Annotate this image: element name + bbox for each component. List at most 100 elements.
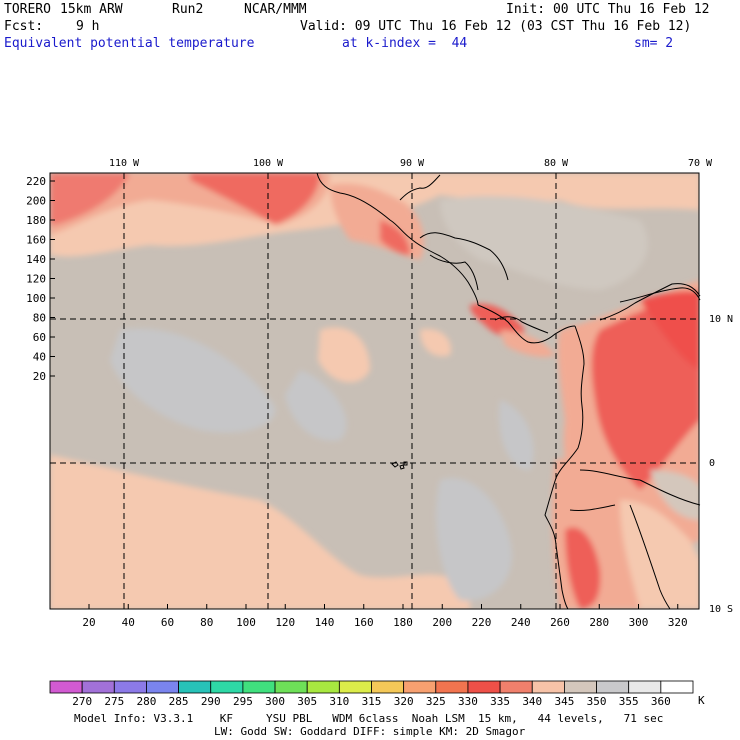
axis-ticks [50, 180, 679, 609]
model-name: TORERO [4, 2, 51, 17]
cool-patch-south [436, 478, 512, 601]
colorbar-swatch [178, 680, 212, 694]
lon-label: 90 W [400, 158, 425, 169]
yucatan-coast [399, 174, 441, 201]
colorbar-label: 280 [137, 695, 157, 708]
footer-model-info: Model Info: V3.3.1 KF YSU PBL WDM 6class… [74, 712, 664, 725]
lat-label: 10 S [709, 604, 733, 615]
honduras-border [429, 254, 479, 291]
lat-label: 0 [709, 458, 715, 469]
lat-labels: 10 N 0 10 S [709, 314, 733, 615]
colorbar-swatch [49, 680, 83, 694]
guatemala-hot [380, 220, 410, 255]
colorbar-swatch [628, 680, 662, 694]
lon-label: 80 W [544, 158, 569, 169]
colorbar-label: 350 [587, 695, 607, 708]
mexico-coast-hot [190, 173, 320, 225]
lat-label: 10 N [709, 314, 733, 325]
galapagos-2 [399, 464, 405, 470]
y-tick-label: 120 [26, 273, 46, 286]
nw-hot-spot [50, 173, 130, 225]
colorbar-label: 345 [554, 695, 574, 708]
colorbar-label: 305 [297, 695, 317, 708]
colorbar-swatch [210, 680, 244, 694]
colorbar-swatch [499, 680, 533, 694]
y-tick-label: 20 [33, 370, 46, 383]
y-tick-label: 60 [33, 331, 46, 344]
colorbar-swatch [403, 680, 437, 694]
field-shading [50, 173, 699, 609]
y-tick-label: 100 [26, 292, 46, 305]
colorbar-swatch [371, 680, 405, 694]
gulf-coast-east [419, 232, 509, 281]
x-tick-label: 240 [511, 616, 531, 629]
lon-label: 100 W [253, 158, 284, 169]
lon-label: 70 W [688, 158, 713, 169]
colorbar-label: 360 [651, 695, 671, 708]
colorbar-label: 340 [522, 695, 542, 708]
cool-patch-west [110, 328, 276, 433]
map-frame [49, 172, 700, 610]
warm-blob-gulf [420, 329, 451, 357]
colorbar-swatch [435, 680, 469, 694]
caribbean-cool [440, 196, 648, 290]
x-tick-label: 100 [236, 616, 256, 629]
costa-rica-hot [470, 303, 525, 338]
colorbar-label: 295 [233, 695, 253, 708]
x-tick-label: 260 [550, 616, 570, 629]
panama-warm [500, 330, 555, 357]
footer-physics-info: LW: Godd SW: Goddard DIFF: simple KM: 2D… [214, 725, 526, 738]
colorbar-label: 335 [490, 695, 510, 708]
venezuela-coast [619, 287, 701, 303]
x-tick-label: 320 [668, 616, 688, 629]
colorbar-label: 270 [72, 695, 92, 708]
init-time: Init: 00 UTC Thu 16 Feb 12 [506, 2, 710, 17]
field-name: Equivalent potential temperature [4, 36, 255, 51]
x-tick-label: 80 [200, 616, 213, 629]
peru-hot [565, 527, 601, 609]
colorbar-label: 355 [619, 695, 639, 708]
colorbar-label: 290 [201, 695, 221, 708]
model-resolution: 15km ARW [60, 2, 123, 17]
colorbar: 270 275 280 285 290 295 300 305 310 315 320 325 330 3… [49, 680, 694, 708]
colorbar-label: 300 [265, 695, 285, 708]
x-tick-label: 160 [354, 616, 374, 629]
colorbar-swatch [242, 680, 276, 694]
level-info: at k-index = 44 [342, 36, 468, 51]
colorbar-label: 325 [426, 695, 446, 708]
colorbar-label: 315 [362, 695, 382, 708]
lon-label: 110 W [109, 158, 140, 169]
mexico-coast [316, 172, 479, 306]
galapagos-3 [403, 461, 408, 466]
x-tick-label: 200 [432, 616, 452, 629]
x-tick-label: 180 [393, 616, 413, 629]
colorbar-swatch [81, 680, 115, 694]
colombia-pacific-coast [555, 325, 585, 479]
x-tick-label: 120 [275, 616, 295, 629]
organization: NCAR/MMM [244, 2, 307, 17]
colorbar-swatch [564, 680, 597, 694]
cool-patch-east [499, 400, 534, 470]
y-tick-label: 220 [26, 175, 46, 188]
warm-blob-ocean [318, 327, 370, 383]
y-tick-label: 160 [26, 234, 46, 247]
venezuela-hot [640, 291, 699, 370]
coastlines [316, 172, 701, 610]
forecast-hour: 9 h [76, 19, 100, 34]
y-tick-label: 200 [26, 195, 46, 208]
x-tick-label: 220 [472, 616, 492, 629]
lon-labels: 110 W 100 W 90 W 80 W 70 W [109, 158, 713, 169]
x-tick-label: 40 [122, 616, 135, 629]
andes-border [629, 504, 671, 610]
smoothing-info: sm= 2 [634, 36, 674, 51]
x-tick-label: 300 [629, 616, 649, 629]
brazil-border [639, 479, 701, 506]
colorbar-swatch [306, 680, 340, 694]
ecuador-border [569, 504, 616, 511]
colorbar-label: 320 [394, 695, 414, 708]
valid-time: Valid: 09 UTC Thu 16 Feb 12 (03 CST Thu … [300, 19, 692, 34]
panama-coast [494, 316, 549, 334]
y-tick-label: 40 [33, 351, 46, 364]
y-tick-label: 140 [26, 253, 46, 266]
colorbar-label: 310 [329, 695, 349, 708]
